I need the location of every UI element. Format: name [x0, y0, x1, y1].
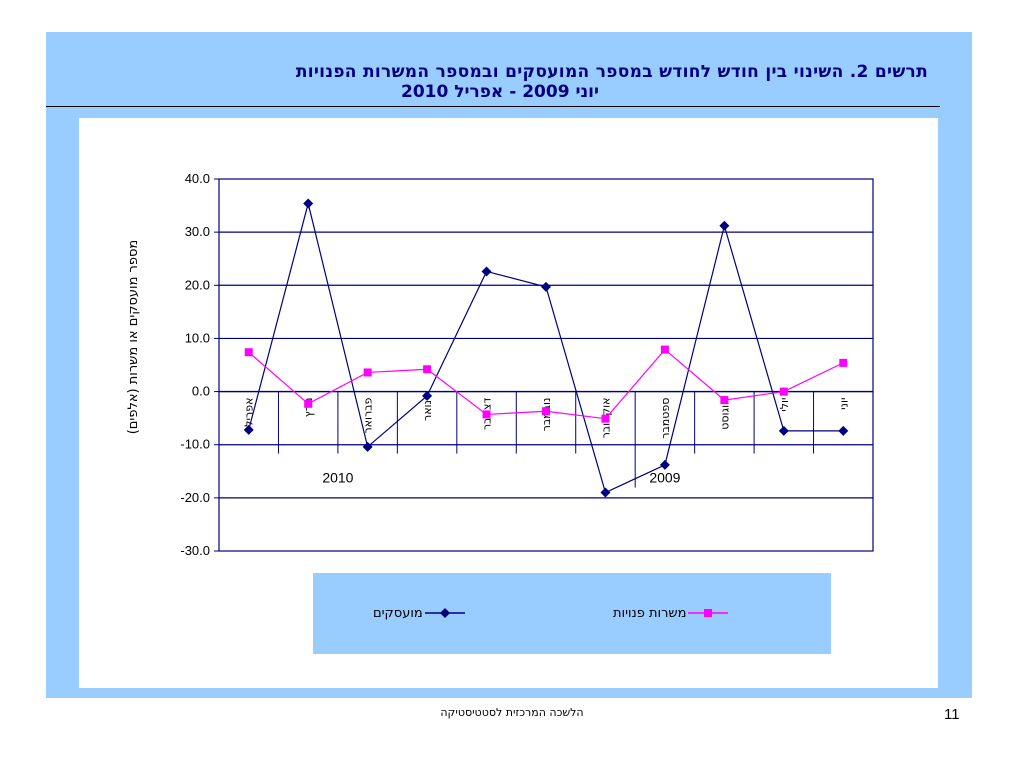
x-category-labels: יונייוליאוגוסטספטמבראוקטוברנובמברדצמברינ…	[243, 397, 851, 485]
y-tick-labels: 40.0 30.0 20.0 10.0 0.0 -10.0 -20.0 -30.0	[180, 171, 210, 558]
series-1-point-9	[304, 399, 313, 408]
square-marker-icon	[688, 609, 729, 617]
series-1-point-0	[839, 358, 848, 367]
series-0-point-2	[719, 220, 730, 231]
diamond-marker-icon	[424, 608, 465, 618]
x-year-label-0: 2009	[649, 470, 680, 486]
x-category-label-3: ספטמבר	[659, 398, 672, 439]
x-year-label-1: 2010	[322, 470, 353, 486]
series-1-point-2	[720, 396, 729, 405]
y-tick-label-6: -20.0	[180, 490, 210, 505]
series-0-point-6	[481, 266, 492, 277]
y-tick-label-5: -10.0	[180, 437, 210, 452]
x-category-label-7: ינואר	[421, 398, 434, 421]
y-tick-label-7: -30.0	[180, 543, 210, 558]
series-1-point-8	[363, 368, 372, 377]
line-chart: 40.0 30.0 20.0 10.0 0.0 -10.0 -20.0 -30.0 יוני י…	[126, 171, 874, 558]
series-0-point-8	[362, 441, 373, 452]
y-tick-label-0: 40.0	[185, 171, 210, 186]
series-0-point-5	[541, 281, 551, 292]
x-category-label-10: אפריל	[243, 398, 256, 427]
chart-title-line-1: תרשים 2. השינוי בין חודש לחודש במספר המו…	[295, 62, 928, 82]
chart-title: תרשים 2. השינוי בין חודש לחודש במספר המו…	[60, 62, 940, 108]
y-tick-label-3: 10.0	[185, 330, 210, 345]
series-0-point-3	[659, 459, 670, 470]
series-1-point-4	[601, 414, 610, 423]
legend-label-vacancies: משרות פנויות	[613, 605, 687, 621]
series-1-point-3	[660, 345, 669, 354]
footer-source: הלשכה המרכזית לסטטיסטיקה	[440, 706, 584, 719]
x-category-label-8: פברואר	[362, 397, 375, 433]
series	[243, 198, 849, 498]
series-0-point-4	[600, 487, 611, 498]
series-0-point-9	[303, 198, 314, 209]
series-1-point-7	[423, 365, 432, 374]
series-0-point-10	[243, 424, 254, 435]
series-0-point-0	[838, 425, 849, 436]
y-tick-label-1: 30.0	[185, 224, 210, 239]
chart-legend: מועסקים משרות פנויות	[313, 573, 831, 654]
page-number: 11	[944, 706, 960, 723]
grid-lines	[219, 231, 873, 499]
legend-item-vacancies: משרות פנויות	[613, 603, 736, 623]
chart-title-line-2: יוני 2009 - אפריל 2010	[400, 82, 600, 102]
series-0-point-1	[778, 425, 789, 436]
plot-border	[218, 178, 874, 552]
series-1-point-10	[244, 348, 253, 357]
series-1-point-1	[779, 387, 788, 396]
y-tick-label-4: 0.0	[192, 384, 210, 399]
axes	[214, 178, 874, 552]
x-category-label-1: יולי	[778, 398, 791, 412]
series-0-point-7	[422, 390, 433, 401]
series-1-point-6	[482, 410, 491, 419]
legend-label-employed: מועסקים	[373, 605, 423, 621]
title-underline	[46, 106, 940, 107]
x-category-label-0: יוני	[837, 398, 850, 410]
legend-item-employed: מועסקים	[373, 603, 473, 623]
x-category-label-2: אוגוסט	[718, 398, 731, 430]
series-1-point-5	[542, 407, 550, 416]
y-tick-label-2: 20.0	[185, 277, 210, 292]
y-axis-label: מספר מועסקים או משרות (אלפים)	[126, 240, 141, 435]
